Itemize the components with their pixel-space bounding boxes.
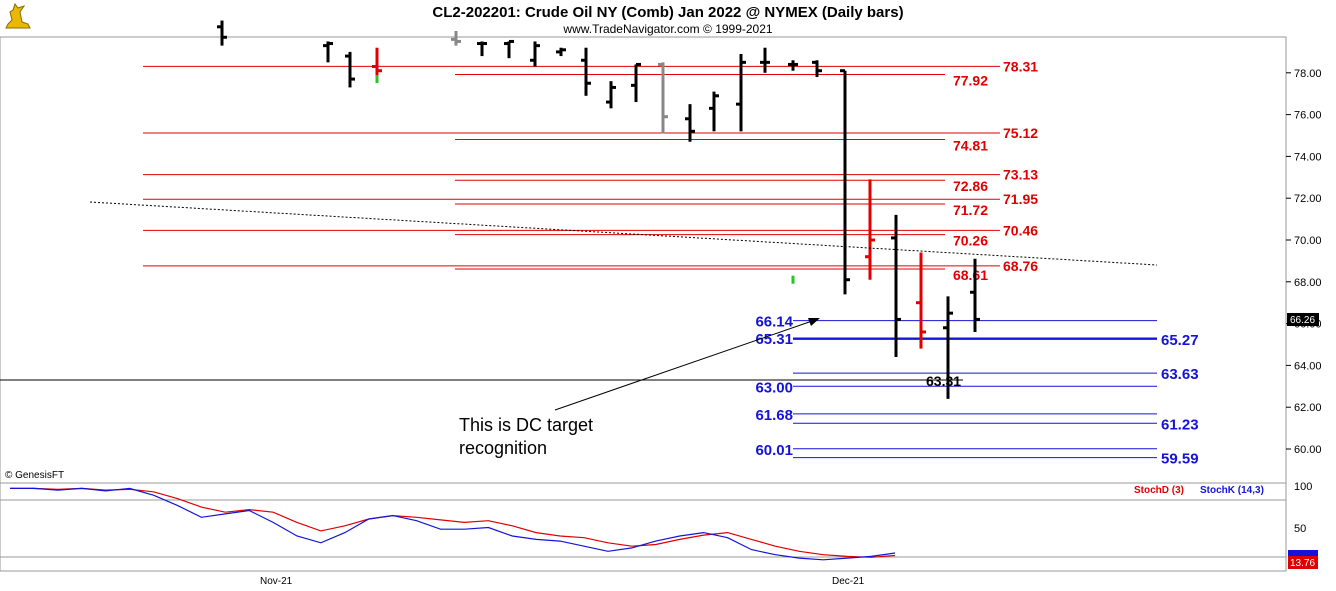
watermark: © GenesisFT: [5, 470, 64, 481]
level-label-blue-left: 63.00: [755, 379, 793, 396]
level-label-red-right: 71.95: [1003, 191, 1038, 207]
ohlc-bar: [658, 62, 668, 134]
level-lines: 77.92 78.31 74.81 75.12 72.86 73.13 71.72 71.95…: [143, 58, 1199, 468]
ohlc-bar: [217, 20, 227, 46]
legend-stochd: StochD (3): [1134, 485, 1184, 496]
level-label-blue-left: 61.68: [755, 407, 793, 424]
ohlc-bar: [812, 60, 822, 77]
ohlc-bar: [451, 31, 461, 46]
annotation-line-1: This is DC target: [459, 415, 593, 435]
stoch-tick-100: 100: [1294, 481, 1312, 493]
level-label-blue-left: 65.31: [755, 331, 793, 348]
ohlc-bar: [891, 214, 901, 358]
y-tick-label: 62.00: [1294, 402, 1322, 414]
ohlc-bar: [530, 41, 540, 67]
y-tick-label: 74.00: [1294, 151, 1322, 163]
level-label-blue-left: 60.01: [755, 442, 793, 459]
level-label-blue-right: 65.27: [1161, 332, 1199, 349]
stochastic-lines: [0, 487, 1286, 561]
legend-stochk: StochK (14,3): [1200, 485, 1264, 496]
level-label-black: 63.31: [926, 373, 961, 389]
y-tick-label: 70.00: [1294, 235, 1322, 247]
ohlc-bar: [788, 60, 798, 71]
arrow-head: [808, 318, 820, 326]
y-tick-label: 60.00: [1294, 444, 1322, 456]
x-label-dec: Dec-21: [832, 576, 865, 587]
level-label-red-right: 73.13: [1003, 167, 1038, 183]
ohlc-bar: [916, 252, 926, 349]
price-axis: 60.0062.0064.0066.0068.0070.0072.0074.00…: [1286, 68, 1322, 456]
ohlc-bar: [685, 104, 695, 142]
y-tick-label: 72.00: [1294, 193, 1322, 205]
level-label-red-left: 70.26: [953, 233, 988, 249]
genesis-bull-icon: [5, 2, 31, 29]
level-label-red-right: 78.31: [1003, 58, 1038, 74]
level-label-blue-right: 63.63: [1161, 366, 1199, 383]
level-label-red-left: 77.92: [953, 72, 988, 88]
annotation-line-2: recognition: [459, 438, 547, 458]
ohlc-bars: [217, 20, 980, 399]
y-tick-label: 64.00: [1294, 360, 1322, 372]
stochastic-panel-frame: [0, 482, 1287, 572]
level-label-blue-right: 59.59: [1161, 451, 1199, 468]
y-tick-label: 76.00: [1294, 110, 1322, 122]
stoch-value-tag: 13.76: [1290, 558, 1315, 569]
price-panel-frame: [0, 36, 1287, 484]
ohlc-bar: [943, 296, 953, 399]
ohlc-bar: [581, 47, 591, 96]
stoch-value-tag-box: [1288, 556, 1318, 569]
ohlc-bar: [709, 91, 719, 132]
level-label-red-left: 68.61: [953, 267, 988, 283]
ohlc-bar: [372, 47, 382, 80]
ohlc-bar: [631, 62, 641, 103]
ohlc-bar: [970, 258, 980, 332]
level-label-blue-right: 61.23: [1161, 416, 1199, 433]
level-label-blue-left: 66.14: [755, 314, 793, 331]
x-label-nov: Nov-21: [260, 576, 293, 587]
ohlc-bar: [606, 81, 616, 109]
level-label-red-right: 70.46: [1003, 222, 1038, 238]
y-tick-label: 78.00: [1294, 68, 1322, 80]
stoch-tick-50: 50: [1294, 523, 1306, 535]
last-price-tag-box: [1287, 313, 1319, 326]
chart-subtitle: www.TradeNavigator.com © 1999-2021: [562, 22, 772, 36]
level-label-red-left: 71.72: [953, 202, 988, 218]
ohlc-bar: [865, 179, 875, 280]
stoch-series-line: [10, 487, 896, 561]
y-tick-label: 68.00: [1294, 277, 1322, 289]
level-label-red-right: 68.76: [1003, 258, 1038, 274]
ohlc-bar: [504, 39, 514, 59]
ohlc-bar: [736, 53, 746, 132]
level-label-red-left: 72.86: [953, 178, 988, 194]
chart-title: CL2-202201: Crude Oil NY (Comb) Jan 2022…: [432, 4, 903, 21]
ohlc-bar: [760, 47, 770, 73]
ohlc-bar: [323, 41, 333, 63]
last-price-tag: 66.26: [1290, 315, 1315, 326]
annotation-arrow: [554, 319, 816, 411]
ohlc-bar: [477, 41, 487, 57]
stoch-series-line: [10, 487, 896, 558]
ohlc-bar: [345, 51, 355, 88]
ohlc-bar: [556, 47, 566, 57]
ohlc-bar: [840, 69, 850, 295]
level-label-red-right: 75.12: [1003, 125, 1038, 141]
level-label-red-left: 74.81: [953, 137, 988, 153]
stoch-value-tag-blue: [1288, 550, 1318, 556]
